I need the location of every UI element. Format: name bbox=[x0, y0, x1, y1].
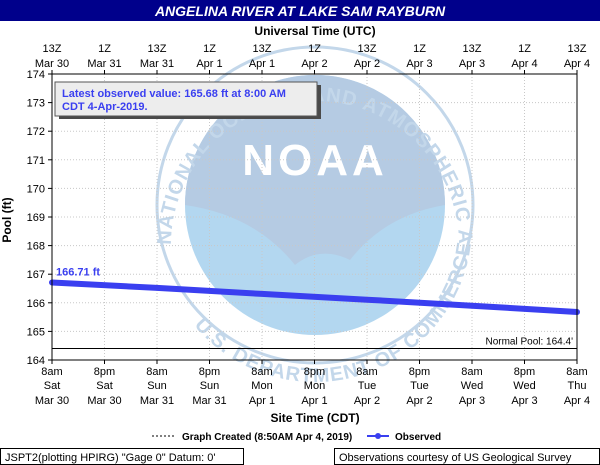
bottom-tick-label: Apr 2 bbox=[354, 395, 380, 407]
top-axis-ticks: 13Z Mar 30 1Z Mar 31 13Z Mar 31 1Z Apr 1 13Z Apr … bbox=[35, 43, 590, 74]
top-axis-label: Universal Time (UTC) bbox=[254, 24, 375, 38]
bottom-axis-label: Site Time (CDT) bbox=[270, 411, 359, 425]
top-tick-label: Mar 30 bbox=[35, 58, 69, 70]
top-tick-label: Apr 3 bbox=[459, 58, 485, 70]
y-tick-label: 164 bbox=[27, 355, 45, 367]
y-tick-label: 173 bbox=[27, 98, 45, 110]
legend-created-label: Graph Created (8:50AM Apr 4, 2019) bbox=[182, 432, 352, 443]
bottom-tick-label: 8am bbox=[566, 366, 587, 378]
y-axis-label: Pool (ft) bbox=[0, 197, 14, 242]
y-tick-label: 170 bbox=[27, 183, 45, 195]
bottom-tick-label: 8pm bbox=[514, 366, 535, 378]
top-tick-label: 1Z bbox=[413, 43, 426, 55]
bottom-tick-label: Sat bbox=[96, 380, 113, 392]
y-tick-label: 172 bbox=[27, 126, 45, 138]
bottom-tick-label: 8am bbox=[356, 366, 377, 378]
bottom-tick-label: 8am bbox=[461, 366, 482, 378]
y-axis-ticks: 174 173 172 171 170 169 168 167 166 165 164 bbox=[27, 69, 52, 367]
bottom-tick-label: 8pm bbox=[409, 366, 430, 378]
info-box bbox=[54, 81, 318, 117]
bottom-tick-label: Sun bbox=[200, 380, 220, 392]
top-tick-label: Apr 2 bbox=[354, 58, 380, 70]
plot-frame bbox=[51, 73, 578, 361]
bottom-tick-label: Sat bbox=[44, 380, 61, 392]
noaa-watermark: NATIONAL OCEANIC AND ATMOSPHERIC ADMINIS… bbox=[0, 0, 475, 387]
top-tick-label: 1Z bbox=[203, 43, 216, 55]
bottom-tick-label: Tue bbox=[358, 380, 377, 392]
start-value-label: 166.71 ft bbox=[56, 266, 100, 278]
y-tick-label: 165 bbox=[27, 326, 45, 338]
top-tick-label: 13Z bbox=[358, 43, 377, 55]
bottom-tick-label: Mar 31 bbox=[192, 395, 226, 407]
top-tick-label: Apr 4 bbox=[511, 58, 537, 70]
bottom-tick-label: 8am bbox=[146, 366, 167, 378]
bottom-tick-label: Mar 30 bbox=[35, 395, 69, 407]
bottom-tick-label: 8pm bbox=[304, 366, 325, 378]
bottom-tick-label: 8am bbox=[251, 366, 272, 378]
bottom-tick-label: Mar 31 bbox=[140, 395, 174, 407]
bottom-tick-label: Thu bbox=[568, 380, 587, 392]
bottom-tick-label: Mon bbox=[304, 380, 325, 392]
top-tick-label: 1Z bbox=[98, 43, 111, 55]
y-tick-label: 166 bbox=[27, 298, 45, 310]
top-tick-label: 1Z bbox=[518, 43, 531, 55]
bottom-tick-label: Tue bbox=[410, 380, 429, 392]
top-tick-label: 13Z bbox=[568, 43, 587, 55]
y-tick-label: 174 bbox=[27, 69, 45, 81]
observed-series-line bbox=[49, 279, 580, 315]
top-tick-label: Apr 4 bbox=[564, 58, 590, 70]
bottom-tick-label: Mon bbox=[251, 380, 272, 392]
noaa-center-text: NOAA bbox=[242, 136, 388, 185]
bottom-tick-label: Mar 30 bbox=[87, 395, 121, 407]
chart-title: ANGELINA RIVER AT LAKE SAM RAYBURN bbox=[154, 3, 446, 19]
top-tick-label: 13Z bbox=[148, 43, 167, 55]
info-line-2: CDT 4-Apr-2019. bbox=[62, 101, 148, 113]
top-tick-label: Apr 1 bbox=[196, 58, 222, 70]
top-tick-label: 13Z bbox=[253, 43, 272, 55]
bottom-tick-label: Wed bbox=[461, 380, 483, 392]
y-tick-label: 171 bbox=[27, 155, 45, 167]
bottom-tick-label: Apr 3 bbox=[459, 395, 485, 407]
top-tick-label: 13Z bbox=[43, 43, 62, 55]
top-tick-label: Apr 3 bbox=[406, 58, 432, 70]
bottom-tick-label: Sun bbox=[147, 380, 167, 392]
legend-observed-marker bbox=[375, 433, 381, 439]
bottom-tick-label: 8am bbox=[41, 366, 62, 378]
bottom-tick-label: 8pm bbox=[199, 366, 220, 378]
bottom-tick-label: Wed bbox=[513, 380, 535, 392]
bottom-tick-label: Apr 1 bbox=[301, 395, 327, 407]
top-tick-label: Mar 31 bbox=[87, 58, 121, 70]
bottom-tick-label: Apr 1 bbox=[249, 395, 275, 407]
top-tick-label: Mar 31 bbox=[140, 58, 174, 70]
top-tick-label: 13Z bbox=[463, 43, 482, 55]
legend-observed-label: Observed bbox=[395, 432, 441, 443]
footer-right-text: Observations courtesy of US Geological S… bbox=[339, 452, 572, 464]
top-tick-label: Apr 2 bbox=[301, 58, 327, 70]
info-line-1: Latest observed value: 165.68 ft at 8:00… bbox=[62, 88, 286, 100]
title-bar bbox=[0, 0, 600, 21]
bottom-tick-label: 8pm bbox=[94, 366, 115, 378]
bottom-tick-label: Apr 2 bbox=[406, 395, 432, 407]
y-tick-label: 168 bbox=[27, 241, 45, 253]
top-tick-label: Apr 1 bbox=[249, 58, 275, 70]
normal-pool-label: Normal Pool: 164.4' bbox=[485, 337, 573, 348]
legend: Graph Created (8:50AM Apr 4, 2019) Obser… bbox=[152, 432, 441, 443]
bottom-tick-label: Apr 4 bbox=[564, 395, 590, 407]
top-tick-label: 1Z bbox=[308, 43, 321, 55]
latest-value-box: Latest observed value: 165.68 ft at 8:00… bbox=[54, 81, 321, 119]
y-tick-label: 167 bbox=[27, 269, 45, 281]
footer-left-text: JSPT2(plotting HPIRG) "Gage 0" Datum: 0' bbox=[5, 452, 215, 464]
bottom-tick-label: Apr 3 bbox=[511, 395, 537, 407]
bottom-axis-ticks: 8am Sat Mar 30 8pm Sat Mar 30 8am Sun Mar 31 8pm S… bbox=[35, 360, 590, 407]
y-tick-label: 169 bbox=[27, 212, 45, 224]
